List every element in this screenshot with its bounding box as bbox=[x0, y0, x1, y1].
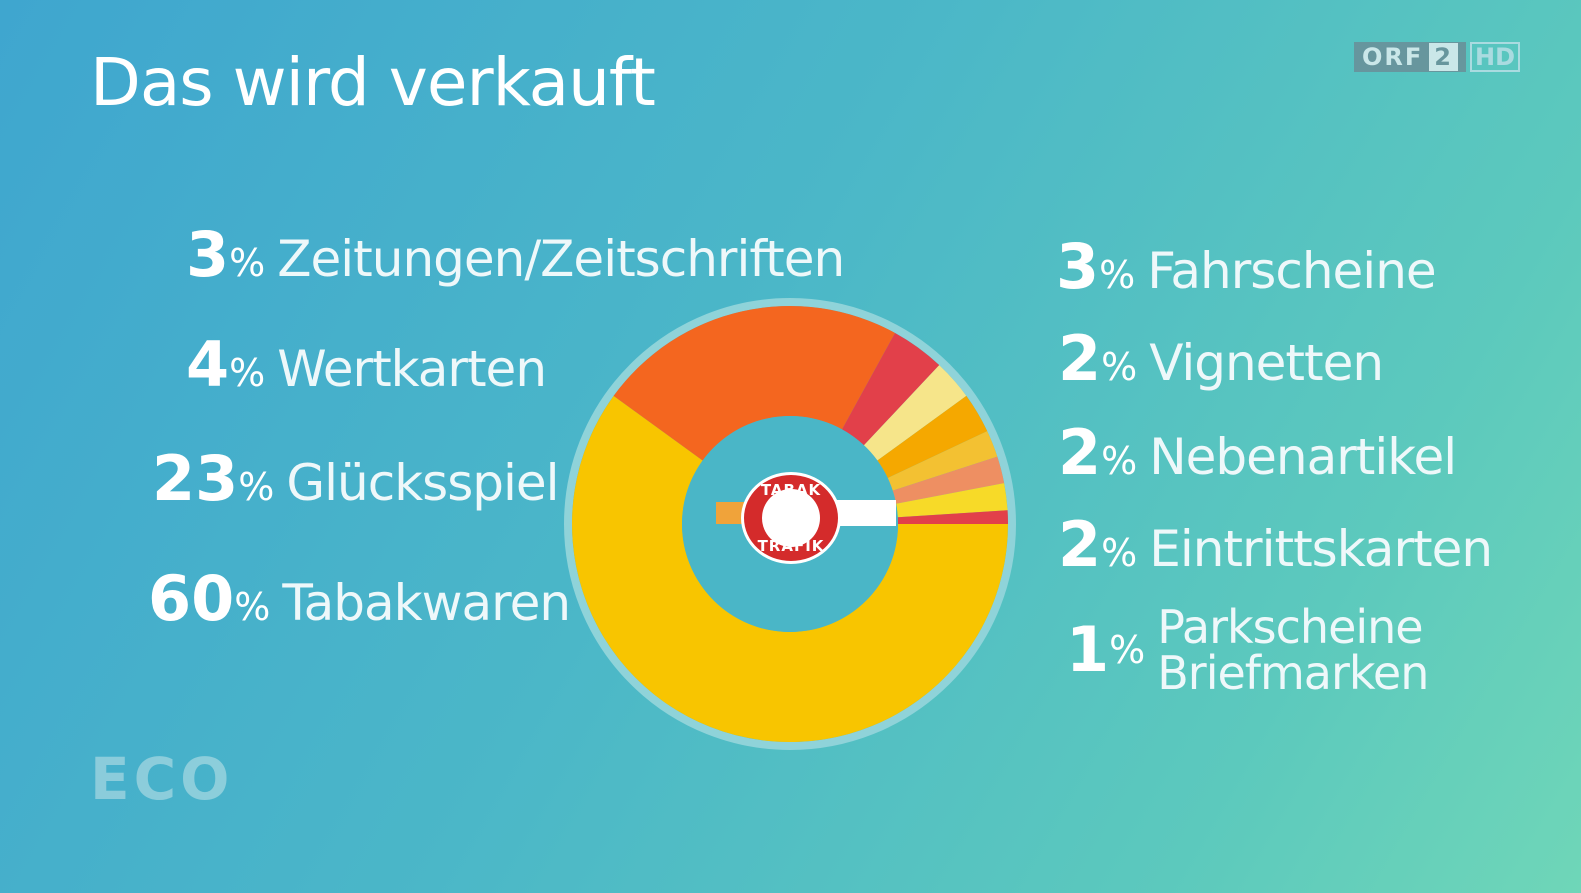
orf-channel-number: 2 bbox=[1429, 43, 1458, 71]
label-zeitungen: 3 % Zeitungen/Zeitschriften bbox=[186, 218, 845, 291]
slice-fahrscheine bbox=[877, 395, 988, 479]
label-gluecksspiel: 23 % Glücksspiel bbox=[152, 442, 560, 515]
cigarette-filter bbox=[716, 502, 746, 524]
label-eintrittskarten: 2 % Eintrittskarten bbox=[1058, 508, 1493, 581]
label-value: 3 bbox=[1056, 230, 1100, 303]
label-value: 2 bbox=[1058, 508, 1102, 581]
percent-sign: % bbox=[1109, 628, 1146, 672]
label-text: Vignetten bbox=[1149, 334, 1384, 392]
badge-text-bottom: TRAFIK bbox=[757, 537, 825, 555]
label-text: Eintrittskarten bbox=[1149, 520, 1493, 578]
slice-gl-cksspiel bbox=[613, 306, 896, 461]
label-value: 2 bbox=[1058, 322, 1102, 395]
badge-text-top: TABAK bbox=[760, 481, 822, 499]
channel-logo: ORF 2 HD bbox=[1354, 40, 1520, 74]
label-text: Nebenartikel bbox=[1149, 428, 1457, 486]
chart-outline bbox=[564, 298, 1016, 750]
slice-zeitungen-zeitschriften bbox=[863, 365, 967, 461]
label-text: Zeitungen/Zeitschriften bbox=[277, 230, 845, 288]
page-title: Das wird verkauft bbox=[90, 44, 656, 121]
label-text-multiline: Parkscheine Briefmarken bbox=[1157, 600, 1429, 700]
slice-wertkarten bbox=[842, 332, 940, 446]
label-value: 60 bbox=[148, 562, 235, 635]
percent-sign: % bbox=[234, 585, 271, 629]
hd-badge: HD bbox=[1469, 42, 1520, 72]
label-text: Glücksspiel bbox=[286, 454, 559, 512]
percent-sign: % bbox=[229, 351, 266, 395]
label-text-line1: Parkscheine bbox=[1157, 600, 1423, 654]
label-parkscheine-briefmarken: 1 % Parkscheine Briefmarken bbox=[1066, 600, 1429, 700]
eco-show-logo: ECO bbox=[90, 745, 234, 813]
slice-tabakwaren bbox=[572, 395, 1008, 742]
label-value: 2 bbox=[1058, 416, 1102, 489]
tabak-trafik-badge: TABAK TRAFIK bbox=[741, 472, 841, 564]
label-text-line2: Briefmarken bbox=[1157, 646, 1429, 700]
percent-sign: % bbox=[229, 241, 266, 285]
label-text: Tabakwaren bbox=[282, 574, 571, 632]
slice-vignetten bbox=[887, 431, 998, 491]
percent-sign: % bbox=[1101, 439, 1138, 483]
percent-sign: % bbox=[1101, 531, 1138, 575]
slice-parkscheine-briefmarken bbox=[897, 510, 1008, 524]
badge-center bbox=[762, 489, 820, 547]
label-tabakwaren: 60 % Tabakwaren bbox=[148, 562, 571, 635]
chart-slices bbox=[572, 306, 1008, 742]
label-value: 4 bbox=[186, 328, 230, 401]
slice-eintrittskarten bbox=[896, 483, 1008, 518]
label-value: 1 bbox=[1066, 613, 1110, 686]
label-vignetten: 2 % Vignetten bbox=[1058, 322, 1384, 395]
label-nebenartikel: 2 % Nebenartikel bbox=[1058, 416, 1457, 489]
label-text: Wertkarten bbox=[277, 340, 547, 398]
orf-logo: ORF 2 bbox=[1354, 42, 1466, 72]
percent-sign: % bbox=[1099, 253, 1136, 297]
label-wertkarten: 4 % Wertkarten bbox=[186, 328, 547, 401]
label-fahrscheine: 3 % Fahrscheine bbox=[1056, 230, 1437, 303]
percent-sign: % bbox=[238, 465, 275, 509]
percent-sign: % bbox=[1101, 345, 1138, 389]
label-value: 3 bbox=[186, 218, 230, 291]
label-text: Fahrscheine bbox=[1147, 242, 1436, 300]
orf-logo-text: ORF bbox=[1362, 43, 1424, 71]
label-value: 23 bbox=[152, 442, 239, 515]
slice-nebenartikel bbox=[892, 456, 1005, 504]
